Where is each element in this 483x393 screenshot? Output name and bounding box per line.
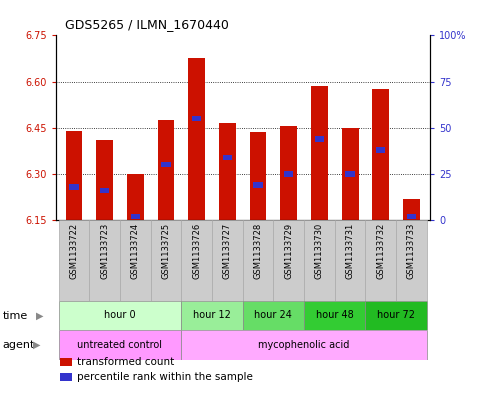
Bar	[311, 86, 328, 220]
Bar	[315, 136, 324, 141]
Bar	[66, 131, 83, 220]
Text: ▶: ▶	[33, 340, 41, 350]
Text: GSM1133733: GSM1133733	[407, 222, 416, 279]
Bar	[100, 188, 109, 193]
Text: GSM1133729: GSM1133729	[284, 222, 293, 279]
Bar	[157, 120, 174, 220]
Text: GSM1133728: GSM1133728	[254, 222, 263, 279]
Bar	[161, 162, 170, 167]
Bar	[181, 220, 212, 301]
Text: untreated control: untreated control	[77, 340, 162, 350]
Bar	[192, 116, 201, 121]
Bar	[131, 214, 140, 219]
Bar	[335, 220, 366, 301]
Text: GSM1133727: GSM1133727	[223, 222, 232, 279]
Bar	[243, 220, 273, 301]
Bar	[372, 89, 389, 220]
Bar	[181, 301, 243, 330]
Text: GSM1133725: GSM1133725	[161, 222, 170, 279]
Text: transformed count: transformed count	[77, 357, 174, 367]
Text: GSM1133731: GSM1133731	[346, 222, 355, 279]
Bar	[254, 182, 263, 188]
Bar	[223, 154, 232, 160]
Bar	[58, 301, 181, 330]
Text: percentile rank within the sample: percentile rank within the sample	[77, 372, 253, 382]
Bar	[212, 220, 243, 301]
Bar	[96, 140, 113, 220]
Bar	[345, 171, 355, 177]
Text: ▶: ▶	[36, 310, 44, 321]
Bar	[366, 301, 427, 330]
Bar	[403, 198, 420, 220]
Text: GSM1133730: GSM1133730	[315, 222, 324, 279]
Bar	[280, 126, 297, 220]
Bar	[284, 171, 293, 177]
Text: hour 72: hour 72	[377, 310, 415, 320]
Text: GSM1133724: GSM1133724	[131, 222, 140, 279]
Bar	[304, 220, 335, 301]
Text: GSM1133726: GSM1133726	[192, 222, 201, 279]
Text: GSM1133732: GSM1133732	[376, 222, 385, 279]
Text: GDS5265 / ILMN_1670440: GDS5265 / ILMN_1670440	[65, 18, 229, 31]
Text: hour 24: hour 24	[255, 310, 292, 320]
Text: hour 12: hour 12	[193, 310, 231, 320]
Text: GSM1133722: GSM1133722	[70, 222, 78, 279]
Bar	[58, 220, 89, 301]
Bar	[151, 220, 181, 301]
Bar	[273, 220, 304, 301]
Text: hour 48: hour 48	[316, 310, 354, 320]
Bar	[407, 214, 416, 219]
Bar	[127, 174, 144, 220]
Bar	[341, 128, 358, 220]
Bar	[89, 220, 120, 301]
Bar	[58, 330, 181, 360]
Bar	[243, 301, 304, 330]
Bar	[376, 147, 385, 152]
Bar	[181, 330, 427, 360]
Bar	[70, 184, 79, 189]
Text: hour 0: hour 0	[104, 310, 136, 320]
Bar	[219, 123, 236, 220]
Bar	[304, 301, 366, 330]
Bar	[396, 220, 427, 301]
Bar	[250, 132, 267, 220]
Text: mycophenolic acid: mycophenolic acid	[258, 340, 350, 350]
Bar	[366, 220, 396, 301]
Text: time: time	[2, 310, 28, 321]
Text: agent: agent	[2, 340, 35, 350]
Text: GSM1133723: GSM1133723	[100, 222, 109, 279]
Bar	[188, 59, 205, 220]
Bar	[120, 220, 151, 301]
